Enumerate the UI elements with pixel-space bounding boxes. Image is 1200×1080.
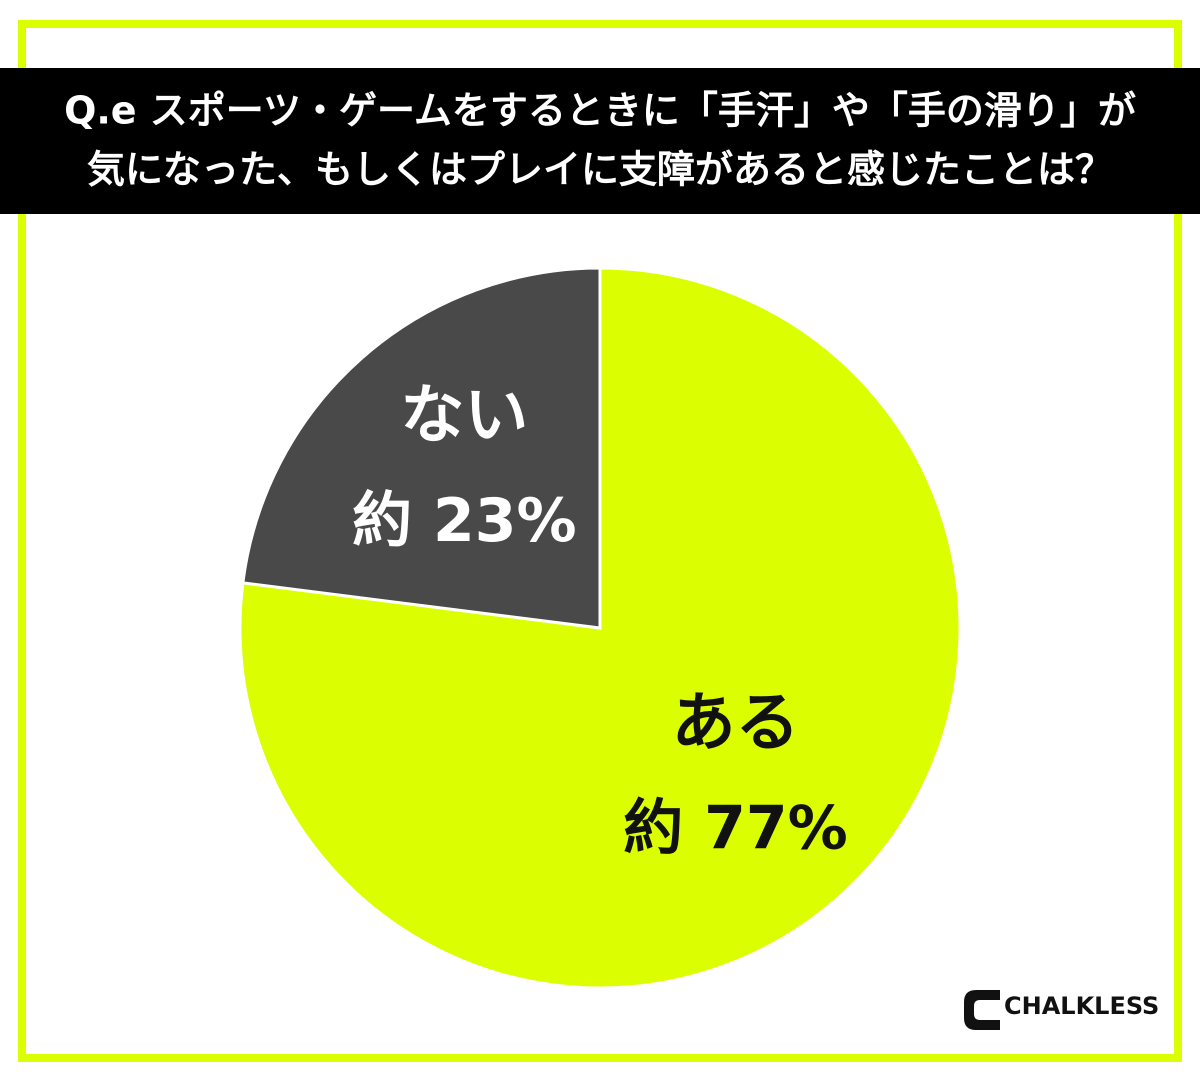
chart-title: Q.e スポーツ・ゲームをするときに「手汗」や「手の滑り」が [64,89,1136,133]
frame [18,20,1182,1062]
logo-icon [964,990,1000,1030]
slice-label: ない [400,379,528,453]
title-band [0,68,1200,214]
value-label: 約 77% [623,793,848,863]
slice-label: ある [672,686,800,760]
logo: CHALKLESS [1004,992,1159,1020]
value-label: 約 23% [352,486,577,556]
chart-title: 気になった、もしくはプレイに支障があると感じたことは？ [87,148,1113,192]
pie-slice [241,266,602,630]
